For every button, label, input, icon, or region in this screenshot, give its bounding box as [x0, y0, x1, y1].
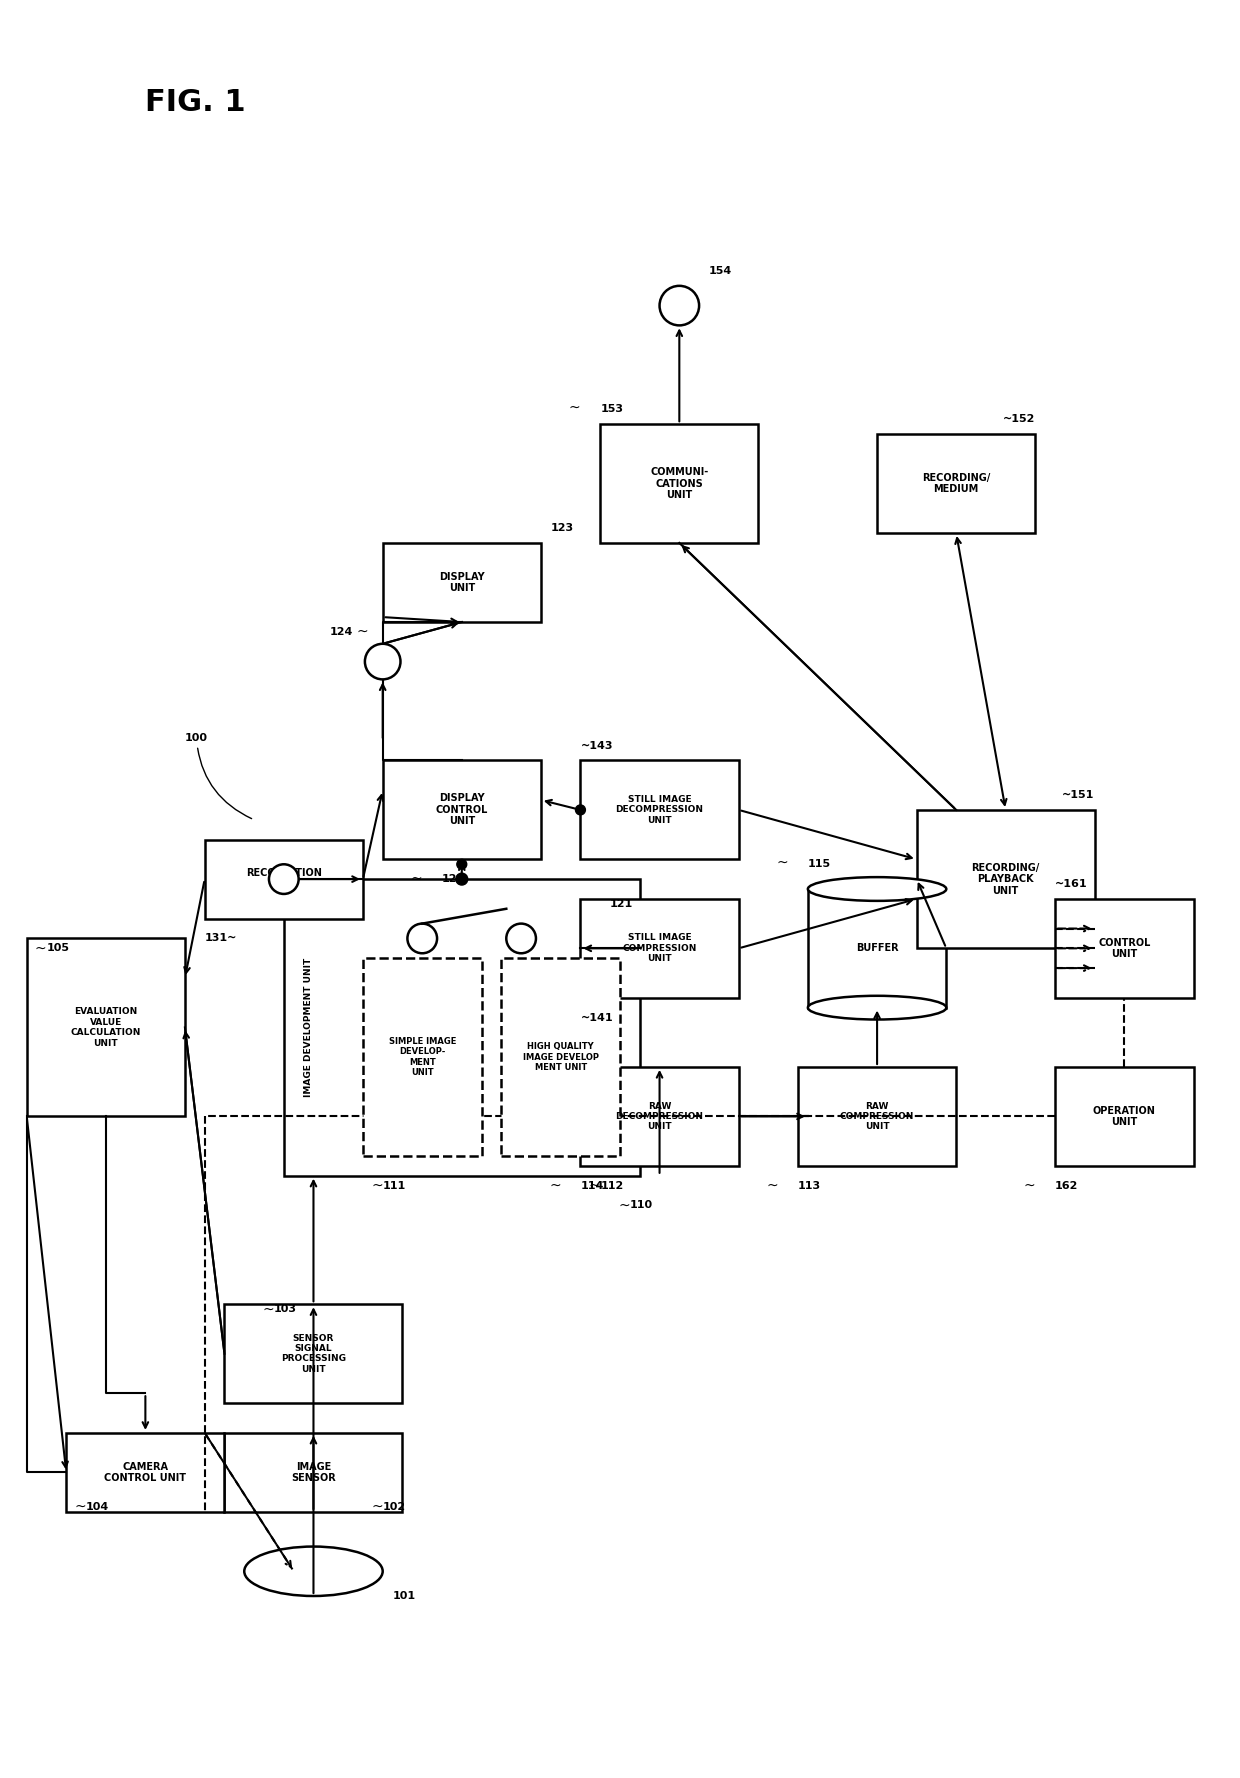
Text: ~161: ~161 — [1055, 878, 1087, 889]
Circle shape — [660, 286, 699, 325]
Ellipse shape — [244, 1547, 383, 1597]
Text: ~: ~ — [569, 400, 580, 414]
Text: ~151: ~151 — [1063, 789, 1095, 800]
Text: ~: ~ — [263, 1301, 274, 1316]
Text: CONTROL
UNIT: CONTROL UNIT — [1099, 937, 1151, 958]
Text: 162: 162 — [1055, 1181, 1079, 1191]
Text: SENSOR
SIGNAL
PROCESSING
UNIT: SENSOR SIGNAL PROCESSING UNIT — [281, 1334, 346, 1374]
Text: ~: ~ — [766, 1179, 779, 1193]
Text: ~: ~ — [74, 1501, 86, 1515]
Bar — [383, 761, 541, 859]
Bar — [284, 878, 640, 1175]
Bar — [363, 958, 481, 1156]
Text: 105: 105 — [46, 944, 69, 953]
Text: 111: 111 — [383, 1181, 405, 1191]
Circle shape — [456, 873, 467, 885]
Text: ~: ~ — [356, 624, 368, 638]
Text: 131~: 131~ — [205, 933, 237, 944]
Text: ~141: ~141 — [580, 1012, 613, 1022]
Text: ~: ~ — [371, 1179, 383, 1193]
Text: ~: ~ — [589, 1179, 600, 1193]
Text: 123: 123 — [551, 523, 574, 533]
Bar — [66, 1433, 224, 1511]
Text: 121: 121 — [610, 900, 634, 909]
Ellipse shape — [808, 996, 946, 1019]
Text: IMAGE
SENSOR: IMAGE SENSOR — [291, 1462, 336, 1483]
Text: HIGH QUALITY
IMAGE DEVELOP
MENT UNIT: HIGH QUALITY IMAGE DEVELOP MENT UNIT — [523, 1042, 599, 1072]
Text: 100: 100 — [185, 733, 252, 818]
Text: 112: 112 — [600, 1181, 624, 1191]
Text: ~: ~ — [776, 855, 789, 869]
Text: DISPLAY
CONTROL
UNIT: DISPLAY CONTROL UNIT — [435, 793, 489, 827]
Bar — [799, 1067, 956, 1166]
Bar — [1055, 900, 1194, 997]
Text: STILL IMAGE
COMPRESSION
UNIT: STILL IMAGE COMPRESSION UNIT — [622, 933, 697, 964]
Text: CAMERA
CONTROL UNIT: CAMERA CONTROL UNIT — [104, 1462, 186, 1483]
Bar — [383, 542, 541, 622]
Text: BUFFER: BUFFER — [856, 944, 899, 953]
Text: DISPLAY
UNIT: DISPLAY UNIT — [439, 573, 485, 594]
Circle shape — [408, 923, 436, 953]
Bar — [877, 434, 1035, 533]
Text: RAW
COMPRESSION
UNIT: RAW COMPRESSION UNIT — [839, 1102, 914, 1131]
Text: 154: 154 — [709, 267, 733, 276]
Text: ~143: ~143 — [580, 741, 613, 750]
Ellipse shape — [808, 877, 946, 901]
Text: STILL IMAGE
DECOMPRESSION
UNIT: STILL IMAGE DECOMPRESSION UNIT — [615, 795, 703, 825]
Text: ~: ~ — [410, 873, 423, 885]
Text: COMMUNI-
CATIONS
UNIT: COMMUNI- CATIONS UNIT — [650, 468, 708, 500]
Bar — [916, 811, 1095, 948]
Text: ~: ~ — [549, 1179, 560, 1193]
Text: ~: ~ — [35, 941, 46, 955]
Text: FIG. 1: FIG. 1 — [145, 89, 246, 117]
Circle shape — [506, 923, 536, 953]
Text: 102: 102 — [383, 1502, 405, 1511]
Text: RECORDING/
PLAYBACK
UNIT: RECORDING/ PLAYBACK UNIT — [971, 862, 1040, 896]
Bar — [580, 761, 739, 859]
Bar — [224, 1433, 403, 1511]
Bar — [205, 839, 363, 919]
Text: IMAGE DEVELOPMENT UNIT: IMAGE DEVELOPMENT UNIT — [304, 958, 312, 1097]
Bar — [1055, 1067, 1194, 1166]
Text: 115: 115 — [808, 859, 831, 869]
Text: 113: 113 — [799, 1181, 821, 1191]
Text: RECORDING/
MEDIUM: RECORDING/ MEDIUM — [923, 473, 991, 494]
Text: 153: 153 — [600, 404, 624, 414]
Text: ~152: ~152 — [1003, 414, 1035, 425]
Circle shape — [365, 644, 401, 679]
Text: 124: 124 — [330, 628, 353, 637]
Text: ~: ~ — [371, 1501, 383, 1515]
Text: SIMPLE IMAGE
DEVELOP-
MENT
UNIT: SIMPLE IMAGE DEVELOP- MENT UNIT — [388, 1037, 456, 1077]
Circle shape — [269, 864, 299, 894]
Bar — [224, 1305, 403, 1403]
Text: 104: 104 — [86, 1502, 109, 1511]
Bar — [27, 939, 185, 1117]
Circle shape — [456, 859, 466, 869]
Text: 122: 122 — [441, 875, 465, 884]
Text: ~: ~ — [1024, 1179, 1035, 1193]
Text: RECOGNITION
UNIT: RECOGNITION UNIT — [246, 868, 321, 891]
Text: RAW
DECOMPRESSION
UNIT: RAW DECOMPRESSION UNIT — [615, 1102, 703, 1131]
Bar — [580, 900, 739, 997]
Text: EVALUATION
VALUE
CALCULATION
UNIT: EVALUATION VALUE CALCULATION UNIT — [71, 1008, 141, 1047]
Text: OPERATION
UNIT: OPERATION UNIT — [1092, 1106, 1156, 1127]
Bar — [501, 958, 620, 1156]
Text: 110: 110 — [630, 1200, 653, 1211]
Text: 114: 114 — [580, 1181, 604, 1191]
Text: ~: ~ — [619, 1198, 630, 1213]
Bar — [808, 889, 946, 1008]
Text: 101: 101 — [393, 1591, 415, 1600]
Bar — [580, 1067, 739, 1166]
Bar — [600, 425, 759, 542]
Text: 103: 103 — [274, 1305, 296, 1314]
Circle shape — [575, 805, 585, 814]
